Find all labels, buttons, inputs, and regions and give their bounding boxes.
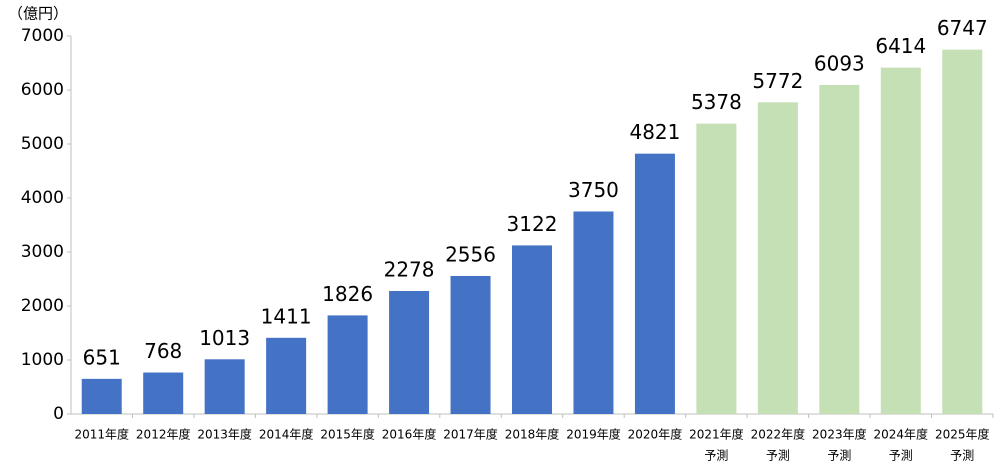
bar xyxy=(266,337,307,414)
y-tick-label: 5000 xyxy=(21,134,64,154)
value-label: 5772 xyxy=(752,69,803,93)
x-tick-sublabel: 予測 xyxy=(889,449,913,463)
bar xyxy=(819,84,860,414)
value-label: 6414 xyxy=(875,34,926,58)
x-tick-label: 2015年度 xyxy=(320,427,375,442)
x-tick-label: 2024年度 xyxy=(874,427,929,442)
value-label: 6747 xyxy=(937,16,988,40)
value-label: 5378 xyxy=(691,90,742,114)
x-tick-label: 2019年度 xyxy=(566,427,621,442)
y-tick-label: 6000 xyxy=(21,80,64,100)
x-tick-sublabel: 予測 xyxy=(827,449,851,463)
value-label: 6093 xyxy=(814,51,865,75)
y-tick-label: 4000 xyxy=(21,188,64,208)
x-tick-label: 2018年度 xyxy=(505,427,560,442)
y-axis-label: （億円） xyxy=(8,5,68,23)
bar xyxy=(942,49,983,415)
y-tick-label: 2000 xyxy=(21,296,64,316)
x-tick-label: 2011年度 xyxy=(74,427,129,442)
x-tick-label: 2013年度 xyxy=(197,427,252,442)
bar xyxy=(757,102,798,414)
bar xyxy=(204,359,245,414)
x-tick-label: 2020年度 xyxy=(628,427,683,442)
bar xyxy=(327,315,368,414)
bar xyxy=(573,211,614,414)
x-tick-sublabel: 予測 xyxy=(950,449,974,463)
x-tick-sublabel: 予測 xyxy=(766,449,790,463)
bar xyxy=(81,378,122,414)
value-label: 2556 xyxy=(445,242,496,266)
x-tick-label: 2023年度 xyxy=(812,427,867,442)
y-tick-label: 1000 xyxy=(21,350,64,370)
bar xyxy=(634,153,675,414)
y-tick-label: 7000 xyxy=(21,26,64,46)
x-tick-label: 2014年度 xyxy=(259,427,314,442)
x-tick-label: 2012年度 xyxy=(136,427,191,442)
bar xyxy=(389,290,430,414)
bar xyxy=(143,372,184,414)
x-tick-label: 2021年度 xyxy=(689,427,744,442)
value-label: 3122 xyxy=(507,212,558,236)
x-tick-label: 2022年度 xyxy=(751,427,806,442)
value-label: 3750 xyxy=(568,178,619,202)
value-label: 4821 xyxy=(629,120,680,144)
value-label: 1013 xyxy=(199,326,250,350)
bar xyxy=(880,67,921,415)
bar xyxy=(696,123,737,414)
y-tick-label: 3000 xyxy=(21,242,64,262)
value-label: 651 xyxy=(83,345,121,369)
value-label: 1411 xyxy=(261,304,312,328)
value-label: 768 xyxy=(144,339,182,363)
x-tick-label: 2017年度 xyxy=(443,427,498,442)
x-tick-label: 2016年度 xyxy=(382,427,437,442)
x-tick-label: 2025年度 xyxy=(935,427,990,442)
bar xyxy=(450,275,491,414)
x-tick-sublabel: 予測 xyxy=(704,449,728,463)
value-label: 1826 xyxy=(322,282,373,306)
y-tick-label: 0 xyxy=(53,404,64,424)
value-label: 2278 xyxy=(384,257,435,281)
bar xyxy=(512,245,552,414)
